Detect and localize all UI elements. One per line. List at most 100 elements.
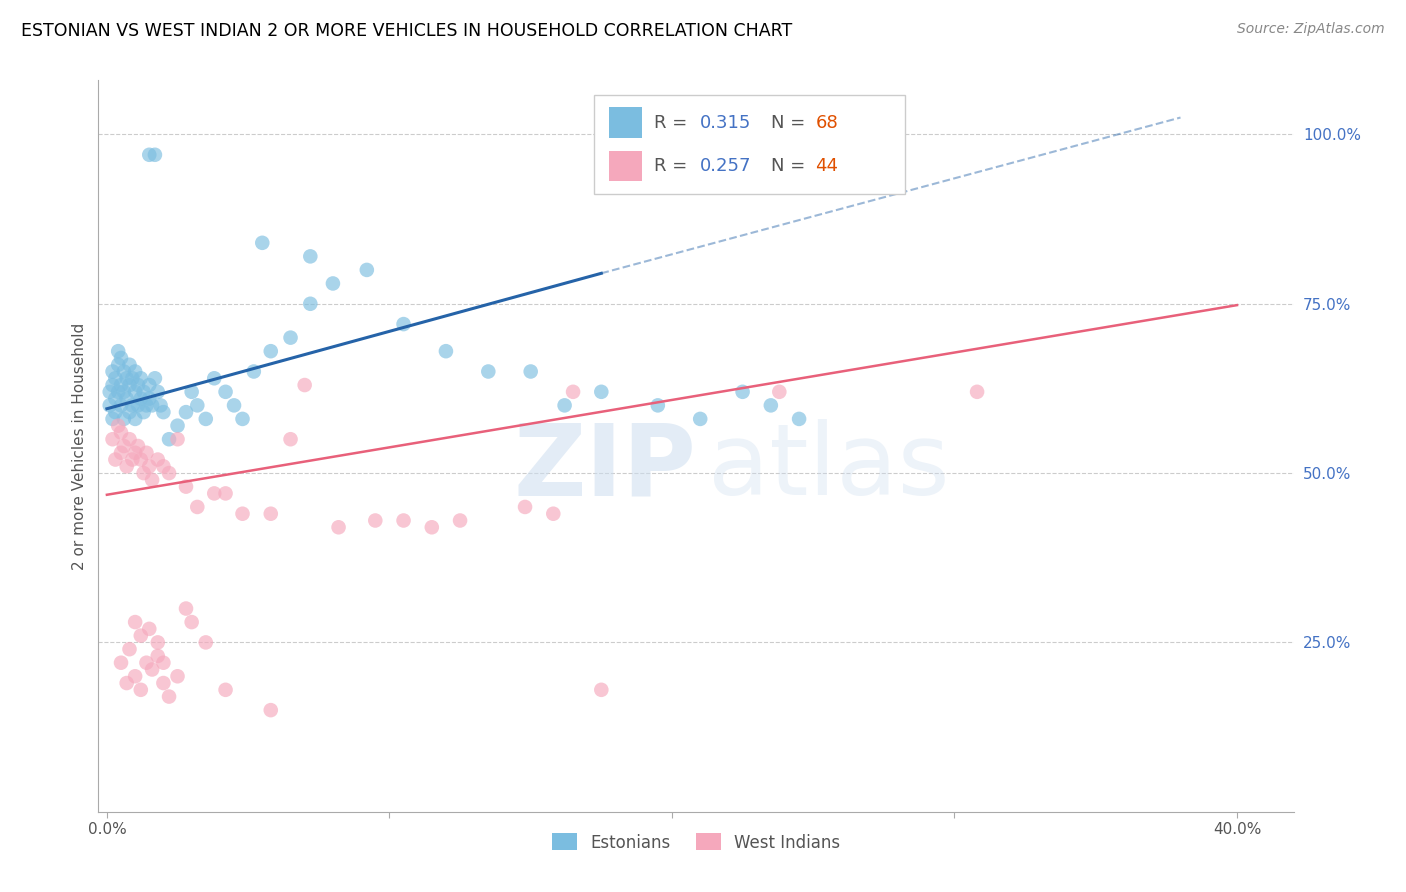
Point: [186, 398, 208, 412]
Point: [104, 452, 127, 467]
Point: [101, 364, 124, 378]
Point: [647, 398, 669, 412]
Point: [768, 384, 790, 399]
Point: [392, 317, 415, 331]
Point: [562, 384, 585, 399]
Text: N =: N =: [772, 113, 811, 131]
Point: [115, 392, 138, 406]
Text: 0.315: 0.315: [700, 113, 751, 131]
Point: [731, 384, 754, 399]
Point: [121, 452, 143, 467]
Point: [364, 514, 387, 528]
Point: [356, 263, 378, 277]
Point: [112, 364, 135, 378]
Point: [434, 344, 457, 359]
Point: [129, 371, 152, 385]
Point: [129, 392, 152, 406]
Point: [180, 384, 202, 399]
Point: [118, 405, 141, 419]
Point: [112, 384, 135, 399]
Point: [127, 439, 149, 453]
Point: [101, 412, 124, 426]
Point: [118, 378, 141, 392]
Point: [112, 439, 135, 453]
Text: ZIP: ZIP: [513, 419, 696, 516]
FancyBboxPatch shape: [609, 107, 643, 138]
Point: [124, 412, 146, 426]
Point: [138, 392, 160, 406]
Point: [104, 392, 127, 406]
Point: [124, 615, 146, 629]
Point: [157, 432, 180, 446]
Point: [194, 412, 217, 426]
Point: [519, 364, 541, 378]
FancyBboxPatch shape: [595, 95, 905, 194]
Point: [214, 486, 236, 500]
Point: [107, 344, 129, 359]
Point: [554, 398, 576, 412]
Point: [115, 371, 138, 385]
Point: [104, 371, 127, 385]
Point: [299, 249, 322, 263]
Point: [121, 371, 143, 385]
Point: [146, 635, 169, 649]
Point: [294, 378, 316, 392]
Point: [115, 459, 138, 474]
Point: [420, 520, 443, 534]
Point: [107, 418, 129, 433]
Text: 68: 68: [815, 113, 838, 131]
Point: [152, 405, 174, 419]
Point: [132, 466, 155, 480]
Point: [115, 676, 138, 690]
Text: 0.257: 0.257: [700, 157, 751, 175]
Legend: Estonians, West Indians: Estonians, West Indians: [546, 827, 846, 858]
Point: [143, 148, 166, 162]
Point: [449, 514, 471, 528]
Point: [180, 615, 202, 629]
Point: [166, 418, 188, 433]
Point: [127, 398, 149, 412]
Point: [110, 378, 132, 392]
Point: [118, 432, 141, 446]
Text: R =: R =: [654, 113, 693, 131]
Point: [121, 398, 143, 412]
Point: [110, 398, 132, 412]
Point: [322, 277, 344, 291]
Point: [132, 405, 155, 419]
Point: [124, 364, 146, 378]
Point: [101, 378, 124, 392]
Point: [124, 446, 146, 460]
Point: [543, 507, 565, 521]
Point: [759, 398, 782, 412]
Point: [966, 384, 988, 399]
Point: [689, 412, 711, 426]
Point: [152, 656, 174, 670]
Point: [194, 635, 217, 649]
Text: R =: R =: [654, 157, 693, 175]
Point: [129, 629, 152, 643]
Point: [260, 703, 283, 717]
Point: [166, 669, 188, 683]
Point: [280, 432, 302, 446]
Point: [513, 500, 536, 514]
Point: [138, 378, 160, 392]
Point: [166, 432, 188, 446]
Point: [214, 384, 236, 399]
Point: [124, 669, 146, 683]
Text: N =: N =: [772, 157, 811, 175]
Point: [129, 452, 152, 467]
Point: [152, 676, 174, 690]
Point: [138, 622, 160, 636]
Point: [252, 235, 274, 250]
Text: 44: 44: [815, 157, 838, 175]
Text: Source: ZipAtlas.com: Source: ZipAtlas.com: [1237, 22, 1385, 37]
Point: [186, 500, 208, 514]
Point: [149, 398, 172, 412]
Point: [146, 384, 169, 399]
Point: [98, 384, 121, 399]
Point: [146, 648, 169, 663]
Point: [129, 682, 152, 697]
Point: [591, 384, 613, 399]
Point: [118, 642, 141, 657]
Point: [146, 452, 169, 467]
